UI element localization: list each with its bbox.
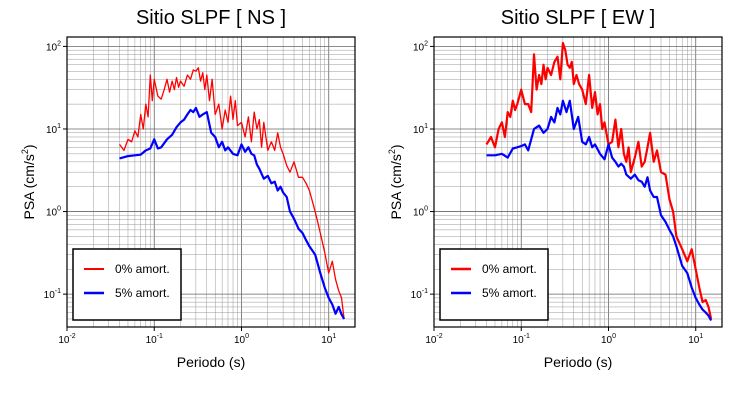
y-axis-label: PSA (cm/s2) bbox=[387, 144, 404, 219]
tick-exp: 1 bbox=[332, 333, 336, 340]
tick-exp: 0 bbox=[245, 333, 249, 340]
legend: 0% amort. 5% amort. bbox=[72, 248, 182, 321]
tick-base: 10 bbox=[234, 335, 246, 346]
tick-exp: 1 bbox=[57, 123, 61, 130]
tick-base: 10 bbox=[601, 335, 613, 346]
x-tick-labels: 10-2 10-1 100 101 bbox=[425, 327, 703, 346]
tick-exp: 2 bbox=[424, 40, 428, 47]
legend: 0% amort. 5% amort. bbox=[439, 248, 549, 321]
y-tick-label: 10-1 bbox=[44, 288, 61, 301]
plot-frame bbox=[433, 36, 723, 328]
tick-exp: -2 bbox=[69, 333, 75, 340]
tick-exp: 0 bbox=[424, 206, 428, 213]
x-tick-label: 100 bbox=[234, 333, 249, 346]
tick-base: 10 bbox=[46, 208, 58, 219]
y-tick-label: 101 bbox=[46, 123, 61, 136]
x-tick-label: 100 bbox=[601, 333, 616, 346]
y-axis-label-end: ) bbox=[21, 144, 37, 149]
x-tick-labels: 10-2 10-1 100 101 bbox=[58, 327, 336, 346]
y-tick-label: 102 bbox=[46, 40, 61, 53]
tick-exp: 1 bbox=[424, 123, 428, 130]
tick-exp: -1 bbox=[55, 288, 61, 295]
x-tick-label: 10-1 bbox=[513, 333, 530, 346]
y-tick-label: 100 bbox=[46, 206, 61, 219]
tick-base: 10 bbox=[413, 42, 425, 53]
chart-title: Sitio SLPF [ EW ] bbox=[501, 7, 655, 29]
legend-box bbox=[72, 248, 182, 321]
tick-base: 10 bbox=[44, 290, 56, 301]
x-axis-label: Periodo (s) bbox=[544, 354, 612, 370]
legend-label-0: 0% amort. bbox=[482, 262, 537, 276]
y-axis-label-end: ) bbox=[388, 144, 404, 149]
y-tick-label: 101 bbox=[413, 123, 428, 136]
y-tick-label: 102 bbox=[413, 40, 428, 53]
y-tick-label: 100 bbox=[413, 206, 428, 219]
y-axis-label-sup: 2 bbox=[20, 149, 30, 154]
tick-base: 10 bbox=[146, 335, 158, 346]
tick-exp: 2 bbox=[57, 40, 61, 47]
legend-box bbox=[439, 248, 549, 321]
legend-label-1: 5% amort. bbox=[482, 286, 537, 300]
series-line-damped bbox=[119, 106, 346, 320]
tick-base: 10 bbox=[413, 125, 425, 136]
tick-base: 10 bbox=[58, 335, 70, 346]
series-layer bbox=[485, 41, 713, 322]
series-line-undamped bbox=[485, 41, 713, 320]
y-axis-label-sup: 2 bbox=[387, 149, 397, 154]
y-axis-label-base: PSA (cm/s bbox=[388, 154, 404, 219]
x-tick-label: 101 bbox=[321, 333, 336, 346]
series-layer bbox=[118, 67, 346, 320]
tick-base: 10 bbox=[321, 335, 333, 346]
tick-exp: -2 bbox=[436, 333, 442, 340]
tick-base: 10 bbox=[513, 335, 525, 346]
x-tick-label: 101 bbox=[688, 333, 703, 346]
x-tick-label: 10-2 bbox=[425, 333, 442, 346]
x-axis-label: Periodo (s) bbox=[177, 354, 245, 370]
tick-exp: -1 bbox=[524, 333, 530, 340]
tick-exp: 0 bbox=[57, 206, 61, 213]
y-axis-label: PSA (cm/s2) bbox=[20, 144, 37, 219]
tick-base: 10 bbox=[413, 208, 425, 219]
y-axis-label-base: PSA (cm/s bbox=[21, 154, 37, 219]
y-tick-label: 10-1 bbox=[411, 288, 428, 301]
series-line-damped bbox=[486, 99, 713, 322]
x-tick-label: 10-1 bbox=[146, 333, 163, 346]
legend-label-1: 5% amort. bbox=[115, 286, 170, 300]
tick-exp: -1 bbox=[422, 288, 428, 295]
tick-base: 10 bbox=[46, 42, 58, 53]
tick-exp: 1 bbox=[699, 333, 703, 340]
tick-exp: -1 bbox=[157, 333, 163, 340]
chart-title: Sitio SLPF [ NS ] bbox=[136, 7, 286, 29]
x-tick-label: 10-2 bbox=[58, 333, 75, 346]
tick-base: 10 bbox=[688, 335, 700, 346]
tick-base: 10 bbox=[425, 335, 437, 346]
plot-frame bbox=[66, 36, 356, 328]
tick-base: 10 bbox=[411, 290, 423, 301]
series-line-undamped bbox=[118, 67, 345, 320]
legend-label-0: 0% amort. bbox=[115, 262, 170, 276]
tick-exp: 0 bbox=[612, 333, 616, 340]
tick-base: 10 bbox=[46, 125, 58, 136]
